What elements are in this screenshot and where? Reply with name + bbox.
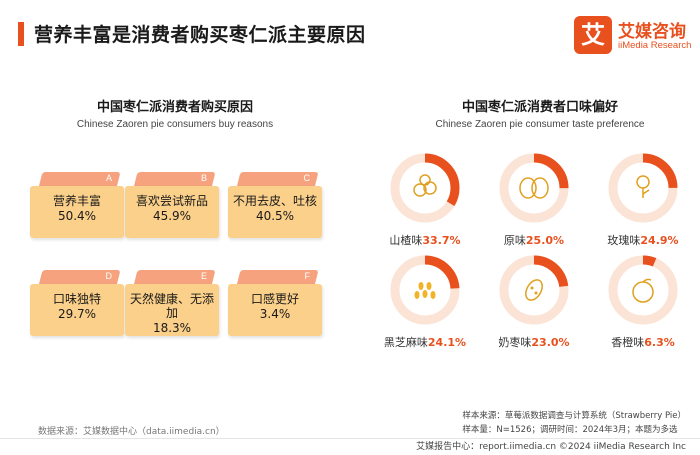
card-letter: E (200, 271, 207, 281)
card-body: 天然健康、无添加 18.3% (125, 284, 219, 336)
taste-title: 中国枣仁派消费者口味偏好 (461, 100, 618, 115)
flavor-item: 奶枣味23.0% (479, 254, 589, 349)
card-letter: D (105, 271, 113, 281)
reason-label: 口感更好 (250, 292, 299, 306)
reason-value: 40.5% (255, 209, 295, 223)
orange-icon (632, 278, 654, 303)
card-letter: F (304, 271, 311, 281)
data-source: 数据来源：艾媒数据中心（data.iimedia.cn） (38, 427, 225, 437)
reason-value: 18.3% (152, 321, 192, 335)
sample-source: 样本来源：草莓派数据调查与计算系统（Strawberry Pie） (462, 411, 686, 421)
reason-label: 喜欢尝试新品 (135, 194, 208, 208)
flavor-item: 原味25.0% (479, 152, 589, 247)
flavor-name: 原味 (503, 234, 526, 247)
card-letter: B (200, 173, 207, 183)
reason-card: D 口味独特 29.7% (30, 270, 124, 336)
flavor-name: 黑芝麻味 (383, 336, 428, 349)
flavor-donut (499, 153, 569, 223)
footer: 艾媒报告中心：report.iimedia.cn ©2024 iiMedia R… (416, 442, 686, 452)
logo-mark: 艾 (574, 16, 612, 54)
flavor-value: 6.3% (644, 336, 675, 349)
reason-card: C 不用去皮、吐核 40.5% (228, 172, 322, 238)
sample-notes: 样本来源：草莓派数据调查与计算系统（Strawberry Pie） 样本量：N=… (462, 409, 686, 437)
reason-card: F 口感更好 3.4% (228, 270, 322, 336)
flavor-donut (390, 255, 460, 325)
milk-date-icon (525, 279, 543, 301)
card-body: 口感更好 3.4% (228, 284, 322, 336)
reason-value: 3.4% (259, 307, 291, 321)
card-letter: C (303, 173, 311, 183)
donut-slice (390, 255, 460, 325)
flavor-caption: 香橙味6.3% (588, 334, 698, 350)
flavor-name: 山楂味 (389, 234, 423, 247)
flavor-value: 24.1% (427, 336, 467, 349)
donut-slice (608, 153, 678, 223)
title-accent-bar (18, 22, 24, 46)
flavor-donut (608, 153, 678, 223)
taste-subtitle: Chinese Zaoren pie consumer taste prefer… (435, 119, 645, 130)
reason-label: 营养丰富 (52, 194, 101, 208)
iimedia-logo: 艾 艾媒咨询 iiMedia Research (574, 16, 694, 56)
plain-pie-icon (519, 177, 549, 199)
donut-track (608, 255, 678, 325)
card-body: 喜欢尝试新品 45.9% (125, 186, 219, 238)
reason-label: 不用去皮、吐核 (232, 194, 317, 208)
rose-icon (636, 175, 650, 198)
flavor-caption: 奶枣味23.0% (479, 334, 589, 350)
reason-value: 29.7% (57, 307, 97, 321)
reason-value: 50.4% (57, 209, 97, 223)
flavor-donut (499, 255, 569, 325)
hawthorn-icon (413, 174, 437, 197)
flavor-donut (390, 153, 460, 223)
footer-divider (0, 438, 700, 439)
card-body: 营养丰富 50.4% (30, 186, 124, 238)
flavor-item: 黑芝麻味24.1% (370, 254, 480, 349)
donut-slice (499, 153, 569, 223)
sample-size: 样本量：N=1526；调研时间：2024年3月；本题为多选 (462, 425, 678, 435)
reason-card: E 天然健康、无添加 18.3% (125, 270, 219, 336)
flavor-item: 香橙味6.3% (588, 254, 698, 349)
flavor-caption: 玫瑰味24.9% (588, 232, 698, 248)
flavor-value: 24.9% (640, 234, 679, 247)
flavor-caption: 原味25.0% (479, 232, 589, 248)
flavor-caption: 黑芝麻味24.1% (370, 334, 480, 350)
logo-name-en: iiMedia Research (618, 40, 692, 51)
flavor-name: 玫瑰味 (607, 234, 641, 247)
black-sesame-icon (414, 282, 436, 299)
flavor-value: 25.0% (525, 234, 565, 247)
reason-label: 口味独特 (52, 292, 101, 306)
reason-card: A 营养丰富 50.4% (30, 172, 124, 238)
card-body: 不用去皮、吐核 40.5% (228, 186, 322, 238)
donut-slice (608, 255, 678, 325)
flavor-value: 33.7% (422, 234, 461, 247)
flavor-name: 香橙味 (611, 336, 645, 349)
reasons-subtitle: Chinese Zaoren pie consumers buy reasons (76, 119, 274, 130)
reasons-title: 中国枣仁派消费者购买原因 (96, 100, 253, 115)
reason-label: 天然健康、无添加 (129, 292, 214, 320)
flavor-value: 23.0% (531, 336, 570, 349)
flavor-item: 玫瑰味24.9% (588, 152, 698, 247)
reason-value: 45.9% (152, 209, 192, 223)
page-title: 营养丰富是消费者购买枣仁派主要原因 (34, 24, 366, 46)
donut-slice (499, 255, 569, 325)
flavor-caption: 山楂味33.7% (370, 232, 480, 248)
flavor-item: 山楂味33.7% (370, 152, 480, 247)
donut-slice (390, 153, 460, 223)
flavor-name: 奶枣味 (498, 336, 532, 349)
logo-name-cn: 艾媒咨询 (618, 22, 686, 42)
reason-card: B 喜欢尝试新品 45.9% (125, 172, 219, 238)
card-letter: A (105, 173, 112, 183)
flavor-donut (608, 255, 678, 325)
card-body: 口味独特 29.7% (30, 284, 124, 336)
